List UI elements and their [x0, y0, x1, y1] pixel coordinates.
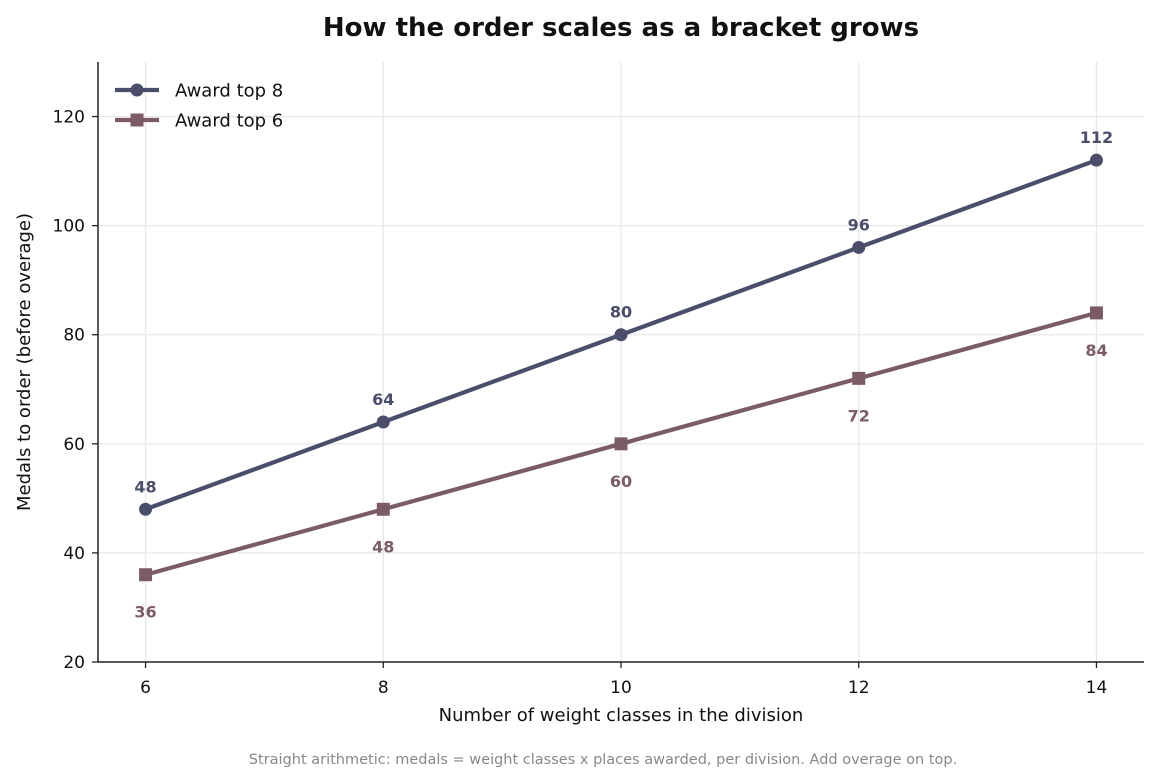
legend-label: Award top 8 — [175, 81, 283, 102]
data-point — [376, 415, 390, 429]
caption: Straight arithmetic: medals = weight cla… — [249, 752, 957, 768]
x-tick-label: 12 — [848, 678, 870, 698]
legend: Award top 8 Award top 6 — [115, 81, 283, 132]
data-label: 84 — [1085, 341, 1107, 360]
data-point — [139, 568, 153, 582]
data-label: 48 — [134, 477, 156, 496]
y-axis-title: Medals to order (before overage) — [14, 213, 35, 511]
series-award-top-8 — [139, 153, 1103, 516]
data-point — [852, 371, 866, 385]
data-label: 80 — [610, 303, 632, 322]
legend-marker — [130, 113, 144, 127]
axis-ticks: 6 8 10 12 14 20 40 60 80 100 120 — [53, 108, 1108, 698]
data-point — [1089, 306, 1103, 320]
x-tick-label: 8 — [378, 678, 389, 698]
data-label: 60 — [610, 472, 632, 491]
legend-marker — [130, 83, 144, 97]
x-tick-label: 14 — [1086, 678, 1108, 698]
y-tick-label: 120 — [53, 108, 85, 128]
data-point — [852, 240, 866, 254]
data-label: 112 — [1080, 128, 1113, 147]
series-award-top-6 — [139, 306, 1103, 582]
y-tick-label: 20 — [63, 653, 85, 673]
data-point — [376, 502, 390, 516]
data-labels: 48 64 80 96 112 36 48 60 72 84 — [134, 128, 1113, 622]
y-tick-label: 40 — [63, 544, 85, 564]
y-tick-label: 100 — [53, 217, 85, 237]
chart-title: How the order scales as a bracket grows — [323, 13, 919, 43]
x-axis-title: Number of weight classes in the division — [439, 705, 804, 726]
data-label: 64 — [372, 390, 394, 409]
x-tick-label: 10 — [610, 678, 632, 698]
gridlines — [98, 62, 1144, 662]
data-label: 96 — [848, 215, 870, 234]
series-layer — [139, 153, 1103, 582]
legend-label: Award top 6 — [175, 111, 283, 132]
data-label: 36 — [134, 603, 156, 622]
legend-entry-award-top-8: Award top 8 — [115, 81, 283, 102]
data-point — [139, 502, 153, 516]
data-point — [1089, 153, 1103, 167]
y-tick-label: 80 — [63, 326, 85, 346]
legend-entry-award-top-6: Award top 6 — [115, 111, 283, 132]
data-point — [614, 328, 628, 342]
data-label: 48 — [372, 537, 394, 556]
y-tick-label: 60 — [63, 435, 85, 455]
data-point — [614, 437, 628, 451]
data-label: 72 — [848, 406, 870, 425]
x-tick-label: 6 — [140, 678, 151, 698]
